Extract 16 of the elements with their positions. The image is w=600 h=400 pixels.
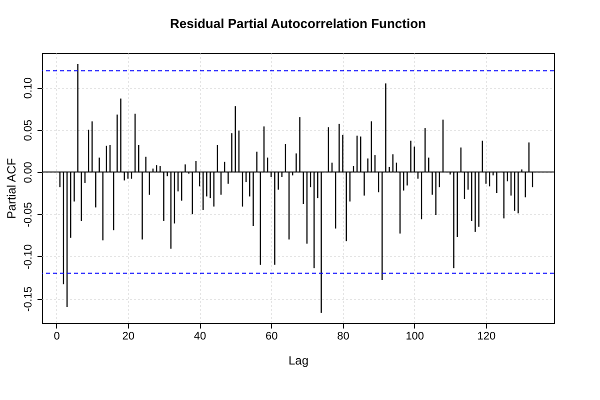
- y-tick-label: -0.15: [22, 286, 34, 312]
- y-tick-label: 0.10: [22, 77, 34, 99]
- y-tick-label: 0.05: [22, 120, 34, 141]
- x-tick-label: 80: [337, 330, 350, 342]
- y-axis-title: Partial ACF: [4, 158, 18, 219]
- y-tick-label: -0.05: [22, 202, 34, 228]
- x-tick-label: 40: [194, 330, 206, 342]
- y-tick-label: -0.10: [22, 244, 34, 270]
- x-tick-label: 120: [477, 330, 496, 342]
- x-tick-label: 60: [266, 330, 278, 342]
- x-tick-label: 100: [406, 330, 424, 342]
- y-tick-label: 0.00: [22, 162, 34, 184]
- x-tick-label: 20: [122, 330, 135, 342]
- x-axis-title: Lag: [288, 354, 309, 368]
- x-tick-label: 0: [54, 330, 60, 342]
- chart-title: Residual Partial Autocorrelation Function: [170, 16, 426, 31]
